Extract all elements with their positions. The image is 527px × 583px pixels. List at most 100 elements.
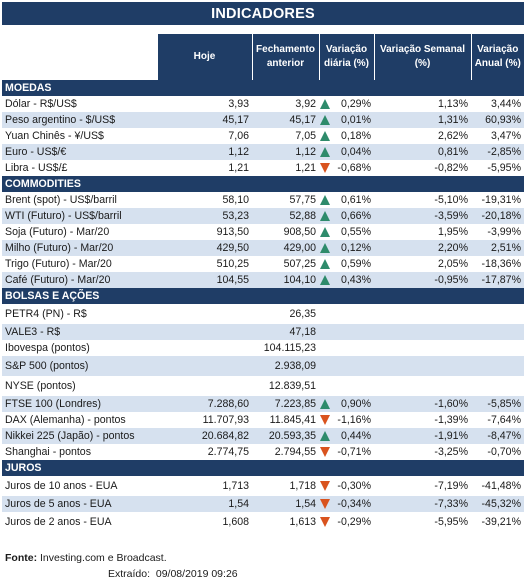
value-hoje: 104,55 xyxy=(157,272,252,288)
table-row: WTI (Futuro) - US$/barril 53,23 52,88 0,66%… xyxy=(2,208,524,224)
value-hoje: 510,25 xyxy=(157,256,252,272)
value-variacao-diaria: -0,34% xyxy=(331,496,374,512)
indicator-name: Ibovespa (pontos) xyxy=(2,340,157,356)
arrow-up-icon xyxy=(320,195,330,206)
value-variacao-anual: -5,85% xyxy=(471,396,524,412)
section-title: JUROS xyxy=(2,460,524,476)
table-row: Café (Futuro) - Mar/20 104,55 104,10 0,43% -… xyxy=(2,272,524,288)
table-row: Peso argentino - $/US$ 45,17 45,17 0,01% 1,3… xyxy=(2,112,524,128)
value-variacao-diaria: -0,30% xyxy=(331,476,374,496)
trend-cell xyxy=(319,256,331,272)
value-fechamento: 20.593,35 xyxy=(252,428,319,444)
value-hoje: 2.774,75 xyxy=(157,444,252,460)
value-fechamento: 12.839,51 xyxy=(252,376,319,396)
value-variacao-anual xyxy=(471,376,524,396)
value-variacao-anual: -19,31% xyxy=(471,192,524,208)
table-row: Dólar - R$/US$ 3,93 3,92 0,29% 1,13% 3,44% xyxy=(2,96,524,112)
table-row: Libra - US$/£ 1,21 1,21 -0,68% -0,82% -5,95% xyxy=(2,160,524,176)
value-hoje xyxy=(157,324,252,340)
indicator-name: Juros de 2 anos - EUA xyxy=(2,512,157,532)
value-fechamento: 1,54 xyxy=(252,496,319,512)
value-variacao-semanal xyxy=(374,324,471,340)
value-hoje: 53,23 xyxy=(157,208,252,224)
indicator-name: Peso argentino - $/US$ xyxy=(2,112,157,128)
indicator-name: S&P 500 (pontos) xyxy=(2,356,157,376)
value-hoje: 3,93 xyxy=(157,96,252,112)
arrow-up-icon xyxy=(320,115,330,126)
trend-cell xyxy=(319,240,331,256)
value-variacao-diaria: 0,61% xyxy=(331,192,374,208)
value-variacao-anual: -18,36% xyxy=(471,256,524,272)
value-fechamento: 11.845,41 xyxy=(252,412,319,428)
indicator-name: Shanghai - pontos xyxy=(2,444,157,460)
value-variacao-semanal: -5,95% xyxy=(374,512,471,532)
section-rows: Brent (spot) - US$/barril 58,10 57,75 0,61%… xyxy=(2,192,524,288)
section-rows: Dólar - R$/US$ 3,93 3,92 0,29% 1,13% 3,44% Pes… xyxy=(2,96,524,176)
table-row: FTSE 100 (Londres) 7.288,60 7.223,85 0,90% -… xyxy=(2,396,524,412)
value-variacao-semanal: 1,13% xyxy=(374,96,471,112)
value-hoje: 1,21 xyxy=(157,160,252,176)
value-variacao-semanal: -5,10% xyxy=(374,192,471,208)
trend-cell xyxy=(319,376,331,396)
value-hoje: 11.707,93 xyxy=(157,412,252,428)
value-fechamento: 908,50 xyxy=(252,224,319,240)
trend-cell xyxy=(319,340,331,356)
table-row: Ibovespa (pontos) 104.115,23 xyxy=(2,340,524,356)
table-row: Brent (spot) - US$/barril 58,10 57,75 0,61%… xyxy=(2,192,524,208)
value-hoje: 7,06 xyxy=(157,128,252,144)
value-variacao-semanal: -0,95% xyxy=(374,272,471,288)
header-fechamento: Fechamento anterior xyxy=(251,34,319,80)
value-variacao-diaria: 0,12% xyxy=(331,240,374,256)
value-variacao-semanal: -1,91% xyxy=(374,428,471,444)
value-variacao-anual: -8,47% xyxy=(471,428,524,444)
section-title: MOEDAS xyxy=(2,80,524,96)
indicator-name: Libra - US$/£ xyxy=(2,160,157,176)
arrow-up-icon xyxy=(320,399,330,410)
value-hoje: 20.684,82 xyxy=(157,428,252,444)
source-text: Investing.com e Broadcast. xyxy=(37,552,167,564)
value-variacao-anual: -17,87% xyxy=(471,272,524,288)
trend-cell xyxy=(319,304,331,324)
header-row: Hoje Fechamento anterior Variação diária… xyxy=(2,34,524,80)
table-row: NYSE (pontos) 12.839,51 xyxy=(2,376,524,396)
value-variacao-anual: -45,32% xyxy=(471,496,524,512)
table-row: PETR4 (PN) - R$ 26,35 xyxy=(2,304,524,324)
value-variacao-diaria: -0,71% xyxy=(331,444,374,460)
arrow-up-icon xyxy=(320,227,330,238)
value-fechamento: 7,05 xyxy=(252,128,319,144)
value-variacao-semanal: -7,33% xyxy=(374,496,471,512)
table-row: Euro - US$/€ 1,12 1,12 0,04% 0,81% -2,85% xyxy=(2,144,524,160)
indicator-name: Euro - US$/€ xyxy=(2,144,157,160)
trend-cell xyxy=(319,396,331,412)
table-row: Juros de 5 anos - EUA 1,54 1,54 -0,34% -7,33… xyxy=(2,496,524,512)
value-variacao-anual: -20,18% xyxy=(471,208,524,224)
indicator-name: Juros de 5 anos - EUA xyxy=(2,496,157,512)
value-fechamento: 2.794,55 xyxy=(252,444,319,460)
section-rows: PETR4 (PN) - R$ 26,35 VALE3 - R$ 47,18 Ibove… xyxy=(2,304,524,460)
section-header: COMMODITIES xyxy=(2,176,524,192)
value-variacao-semanal xyxy=(374,340,471,356)
value-fechamento: 1,21 xyxy=(252,160,319,176)
value-fechamento: 2.938,09 xyxy=(252,356,319,376)
extracted-label: Extraído: xyxy=(108,568,151,580)
arrow-up-icon xyxy=(320,275,330,286)
value-variacao-anual: -39,21% xyxy=(471,512,524,532)
value-fechamento: 52,88 xyxy=(252,208,319,224)
section-header: MOEDAS xyxy=(2,80,524,96)
indicator-name: NYSE (pontos) xyxy=(2,376,157,396)
value-fechamento: 104.115,23 xyxy=(252,340,319,356)
indicator-name: Nikkei 225 (Japão) - pontos xyxy=(2,428,157,444)
arrow-down-icon xyxy=(320,163,330,174)
header-variacao-anual: Variação Anual (%) xyxy=(470,34,524,80)
value-variacao-diaria: -0,29% xyxy=(331,512,374,532)
indicator-name: Soja (Futuro) - Mar/20 xyxy=(2,224,157,240)
table-row: Juros de 2 anos - EUA 1,608 1,613 -0,29% -5,… xyxy=(2,512,524,532)
value-variacao-diaria: 0,90% xyxy=(331,396,374,412)
indicators-table: Hoje Fechamento anterior Variação diária… xyxy=(2,34,524,532)
indicator-name: WTI (Futuro) - US$/barril xyxy=(2,208,157,224)
arrow-down-icon xyxy=(320,447,330,458)
table-row: DAX (Alemanha) - pontos 11.707,93 11.845,4… xyxy=(2,412,524,428)
value-hoje xyxy=(157,376,252,396)
table-row: S&P 500 (pontos) 2.938,09 xyxy=(2,356,524,376)
value-fechamento: 57,75 xyxy=(252,192,319,208)
